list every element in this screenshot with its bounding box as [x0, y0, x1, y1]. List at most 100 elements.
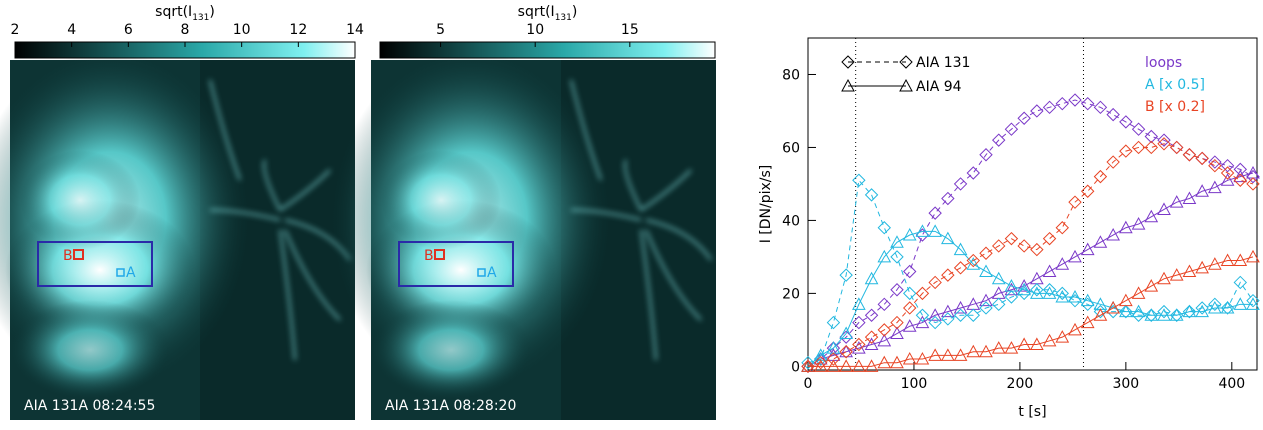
marker-triangle: [1220, 173, 1235, 186]
marker-diamond: [966, 166, 980, 180]
marker-triangle: [1195, 184, 1209, 197]
marker-diamond: [1220, 166, 1235, 180]
y-tick-label: 60: [782, 140, 800, 156]
legend-label: AIA 94: [916, 79, 962, 95]
colorbar-tick-label: 10: [233, 22, 251, 38]
marker-diamond: [1119, 115, 1133, 129]
marker-diamond: [928, 206, 942, 220]
marker-diamond: [1093, 100, 1108, 115]
marker-diamond: [1220, 158, 1235, 173]
marker-triangle: [877, 333, 892, 347]
label-close: ): [209, 4, 214, 20]
marker-diamond: [1208, 297, 1222, 312]
marker-triangle: [1068, 249, 1082, 263]
marker-diamond: [1004, 231, 1019, 246]
marker-diamond: [966, 308, 980, 322]
marker-diamond: [979, 148, 993, 162]
box-a-label: A: [126, 265, 136, 281]
marker-triangle: [1246, 249, 1260, 263]
marker-triangle: [1093, 308, 1108, 321]
marker-diamond: [801, 359, 815, 374]
marker-triangle: [864, 359, 879, 372]
marker-triangle: [1169, 308, 1184, 321]
marker-diamond: [1030, 242, 1044, 257]
marker-triangle: [928, 308, 942, 321]
marker-diamond: [1144, 140, 1158, 155]
marker-diamond: [1170, 140, 1184, 155]
x-tick-label: 200: [1007, 376, 1034, 392]
legend-label: loops: [1145, 55, 1182, 71]
marker-diamond: [953, 261, 968, 275]
marker-diamond: [1170, 308, 1184, 322]
marker-triangle: [1119, 293, 1133, 307]
y-tick-label: 40: [782, 213, 800, 229]
marker-diamond: [1017, 111, 1031, 125]
marker-diamond: [966, 253, 980, 268]
marker-triangle: [839, 359, 853, 372]
marker-triangle: [1131, 217, 1146, 230]
image-panel-1: [0, 50, 355, 420]
marker-diamond: [1144, 129, 1158, 144]
box-b-label: B: [63, 248, 73, 264]
marker-diamond: [814, 355, 828, 370]
marker-diamond: [953, 177, 968, 191]
marker-triangle: [991, 341, 1006, 354]
marker-triangle: [1157, 271, 1171, 285]
marker-triangle: [991, 271, 1006, 285]
marker-triangle: [1195, 304, 1209, 318]
marker-triangle: [1157, 308, 1171, 321]
marker-triangle: [1220, 300, 1235, 314]
marker-triangle: [1080, 293, 1095, 307]
marker-diamond: [877, 323, 891, 337]
marker-diamond: [1195, 151, 1209, 166]
marker-triangle: [915, 352, 930, 365]
marker-diamond: [839, 345, 853, 359]
marker-diamond: [979, 301, 993, 315]
marker-diamond: [1233, 162, 1247, 177]
marker-triangle: [1208, 300, 1222, 314]
legend-label: B [x 0.2]: [1145, 99, 1205, 115]
marker-triangle: [1119, 304, 1133, 318]
marker-triangle: [1055, 289, 1070, 303]
marker-diamond: [915, 228, 930, 242]
marker-triangle: [1017, 279, 1031, 292]
marker-triangle: [1144, 308, 1159, 321]
marker-triangle: [1182, 264, 1197, 277]
marker-triangle: [841, 78, 855, 92]
marker-diamond: [992, 133, 1006, 147]
marker-diamond: [1131, 140, 1146, 155]
x-tick-label: 100: [901, 376, 928, 392]
marker-diamond: [839, 268, 853, 282]
marker-diamond: [915, 286, 930, 301]
line-chart: 0 100 200 300 400 0 20 40 60 80 t [s] I [DN/pix/s] A…: [758, 37, 1260, 420]
marker-diamond: [979, 246, 993, 260]
marker-diamond: [1220, 301, 1235, 315]
marker-triangle: [1030, 286, 1044, 299]
marker-triangle: [1042, 333, 1057, 347]
marker-diamond: [1157, 133, 1171, 147]
marker-diamond: [1195, 301, 1209, 315]
marker-triangle: [1055, 257, 1070, 270]
marker-diamond: [1208, 158, 1222, 173]
marker-triangle: [1233, 253, 1248, 267]
image-caption: AIA 131A 08:24:55: [24, 398, 155, 414]
box-b: [73, 249, 84, 260]
marker-triangle: [1169, 195, 1184, 208]
marker-triangle: [1042, 286, 1057, 299]
marker-diamond: [1106, 107, 1120, 122]
marker-diamond: [1195, 151, 1209, 166]
marker-triangle: [902, 319, 917, 332]
x-tick-label: 300: [1112, 376, 1139, 392]
marker-diamond: [852, 173, 866, 187]
marker-diamond: [826, 352, 841, 366]
marker-diamond: [1055, 221, 1069, 235]
marker-diamond: [890, 250, 904, 264]
marker-diamond: [1157, 137, 1171, 151]
region-box: [37, 241, 153, 287]
marker-diamond: [1144, 308, 1158, 322]
marker-triangle: [1055, 330, 1070, 343]
marker-triangle: [1093, 235, 1108, 248]
marker-diamond: [864, 330, 879, 344]
marker-triangle: [941, 348, 955, 361]
